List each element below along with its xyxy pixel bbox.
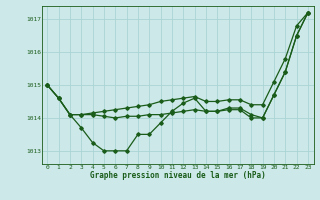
X-axis label: Graphe pression niveau de la mer (hPa): Graphe pression niveau de la mer (hPa) [90, 171, 266, 180]
